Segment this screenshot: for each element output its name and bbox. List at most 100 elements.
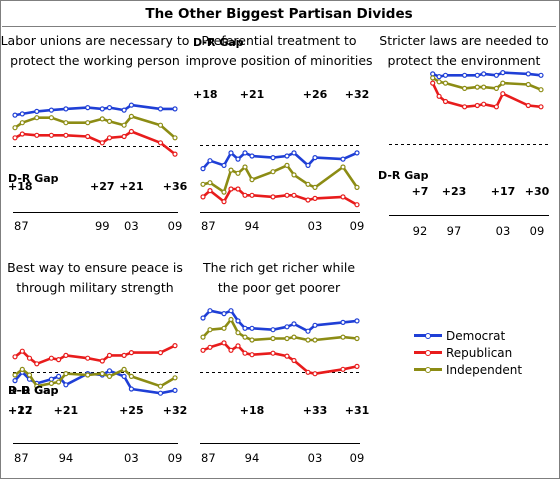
panel-5-year-label: 94 — [244, 451, 260, 465]
panel-5-republican-point — [235, 343, 241, 349]
panel-1-democrat-point — [34, 108, 40, 115]
panel-5-year-label: 09 — [349, 451, 365, 465]
panel-5-independent-point — [249, 337, 255, 343]
panel-1-independent-point — [48, 115, 55, 121]
panel-2-title-line-2: improve position of minorities — [185, 53, 373, 68]
panel-5-gap-label: D-R Gap — [8, 384, 59, 397]
panel-5-democrat-point — [291, 321, 297, 327]
panel-2-democrat-point — [305, 162, 311, 168]
panel-2-independent-point — [228, 167, 234, 173]
panel-1-republican-point — [48, 132, 55, 138]
panel-3-republican-point — [500, 91, 506, 97]
panel-2-independent-point — [242, 164, 248, 170]
panel-5-independent-point — [228, 316, 234, 323]
panel-5-gap-value: +18 — [239, 404, 265, 417]
panel-3-democrat-point — [442, 72, 449, 78]
panel-1-republican-point — [63, 132, 69, 138]
panel-1-democrat-point — [63, 106, 69, 112]
panel-1-year-label: 99 — [94, 219, 110, 233]
panel-5-independent-point — [340, 334, 346, 340]
legend-swatch-independent — [414, 366, 442, 373]
panel-5-title: The rich get richer while the poor get po… — [179, 258, 379, 298]
panel-1-gap-value: +27 — [90, 180, 115, 193]
panel-1-title-line-1: Labor unions are necessary to — [0, 33, 190, 48]
panel-4-independent-point — [55, 379, 62, 385]
panel-1-independent-point — [99, 116, 105, 122]
panel-1-republican-point — [12, 135, 18, 141]
panel-4-independent-point — [157, 383, 164, 389]
panel-5-republican-point — [291, 357, 297, 364]
panel-2-independent-point — [291, 172, 297, 178]
panel-5-independent-point — [270, 335, 276, 342]
panel-3-democrat-point — [462, 72, 468, 78]
panel-1-republican-point — [172, 151, 178, 157]
panel-2-year-label: 87 — [201, 219, 216, 233]
panel-2-republican-point — [291, 192, 297, 198]
panel-1-democrat-point — [157, 106, 164, 112]
panel-4-independent-point — [85, 372, 91, 378]
panel-2-republican-point — [228, 186, 234, 192]
panel-2-republican-point — [207, 188, 213, 194]
panel-2-independent-point — [207, 180, 213, 186]
panel-5-democrat-point — [200, 315, 206, 321]
panel-2-democrat-point — [242, 150, 248, 156]
panel-4-year-label: 09 — [167, 451, 183, 465]
panel-2-independent-point — [340, 164, 346, 170]
panel-3-democrat-point — [474, 72, 480, 78]
panel-4-democrat-point — [48, 376, 55, 382]
panel-1-independent-point — [106, 118, 113, 125]
panel-2-independent-point — [249, 177, 255, 183]
panel-2-republican-point — [305, 197, 311, 203]
panel-4-republican-point — [55, 357, 62, 363]
panel-3-republican-point — [538, 104, 544, 110]
panel-2-independent-line — [202, 164, 359, 194]
panel-2-republican-point — [354, 202, 360, 208]
panel-1-title: Labor unions are necessary to protect the… — [0, 31, 195, 71]
panel-2-democrat-point — [235, 156, 241, 162]
panel-3-republican-line — [431, 82, 542, 109]
panel-3-republican-point — [474, 102, 480, 109]
panel-1-democrat-point — [106, 104, 113, 111]
panel-5-independent-point — [242, 334, 248, 340]
panel-5-republican-point — [200, 347, 206, 353]
panel-4-republican-point — [121, 352, 127, 358]
panel-1-gap-value: +36 — [162, 180, 188, 193]
panel-4-independent-point — [12, 372, 18, 378]
panel-5-gap-value: +33 — [302, 404, 328, 417]
panel-5-democrat-point — [242, 325, 248, 331]
panel-3-year-label: 03 — [495, 224, 511, 238]
panel-3-independent-point — [500, 80, 506, 86]
panel-1-independent-point — [121, 122, 127, 128]
panel-5-title-line-1: The rich get richer while — [202, 260, 356, 275]
panel-5-republican-point — [242, 350, 248, 356]
panel-4-gap-value: +21 — [53, 404, 79, 417]
panel-2-republican-point — [249, 192, 255, 198]
legend-label-democrat: Democrat — [446, 328, 506, 343]
panel-1-independent-point — [85, 120, 91, 126]
panel-1-republican-point — [106, 135, 113, 141]
panel-2-democrat-point — [270, 155, 276, 161]
panel-1-independent-point — [19, 120, 25, 126]
panel-2-republican-point — [242, 192, 248, 198]
panel-5-republican-point — [354, 363, 360, 369]
panel-2-democrat-point — [284, 153, 290, 159]
panel-5-republican-point — [312, 371, 318, 377]
panel-3-gap-value: +30 — [524, 185, 550, 198]
panel-3-independent-point — [436, 79, 442, 85]
panel-4-gap-value: +32 — [162, 404, 188, 417]
panel-4-gap-value: +25 — [119, 404, 144, 417]
panel-3-democrat-point — [493, 72, 499, 78]
panel-3-republican-point — [462, 104, 468, 110]
panel-5-democrat-point — [270, 327, 276, 333]
panel-4-title: Best way to ensure peace is through milit… — [0, 258, 195, 298]
panel-1-independent-point — [12, 125, 18, 131]
panel-3-gap-label: D-R Gap — [378, 169, 429, 182]
panel-1-republican-point — [19, 131, 25, 137]
legend-item-republican: Republican — [414, 344, 522, 361]
panel-4-independent-point — [48, 380, 55, 386]
panel-3-independent-point — [462, 85, 468, 92]
panel-2-independent-point — [221, 189, 227, 195]
panel-4-republican-point — [157, 350, 164, 356]
panel-4-democrat-point — [12, 378, 18, 384]
